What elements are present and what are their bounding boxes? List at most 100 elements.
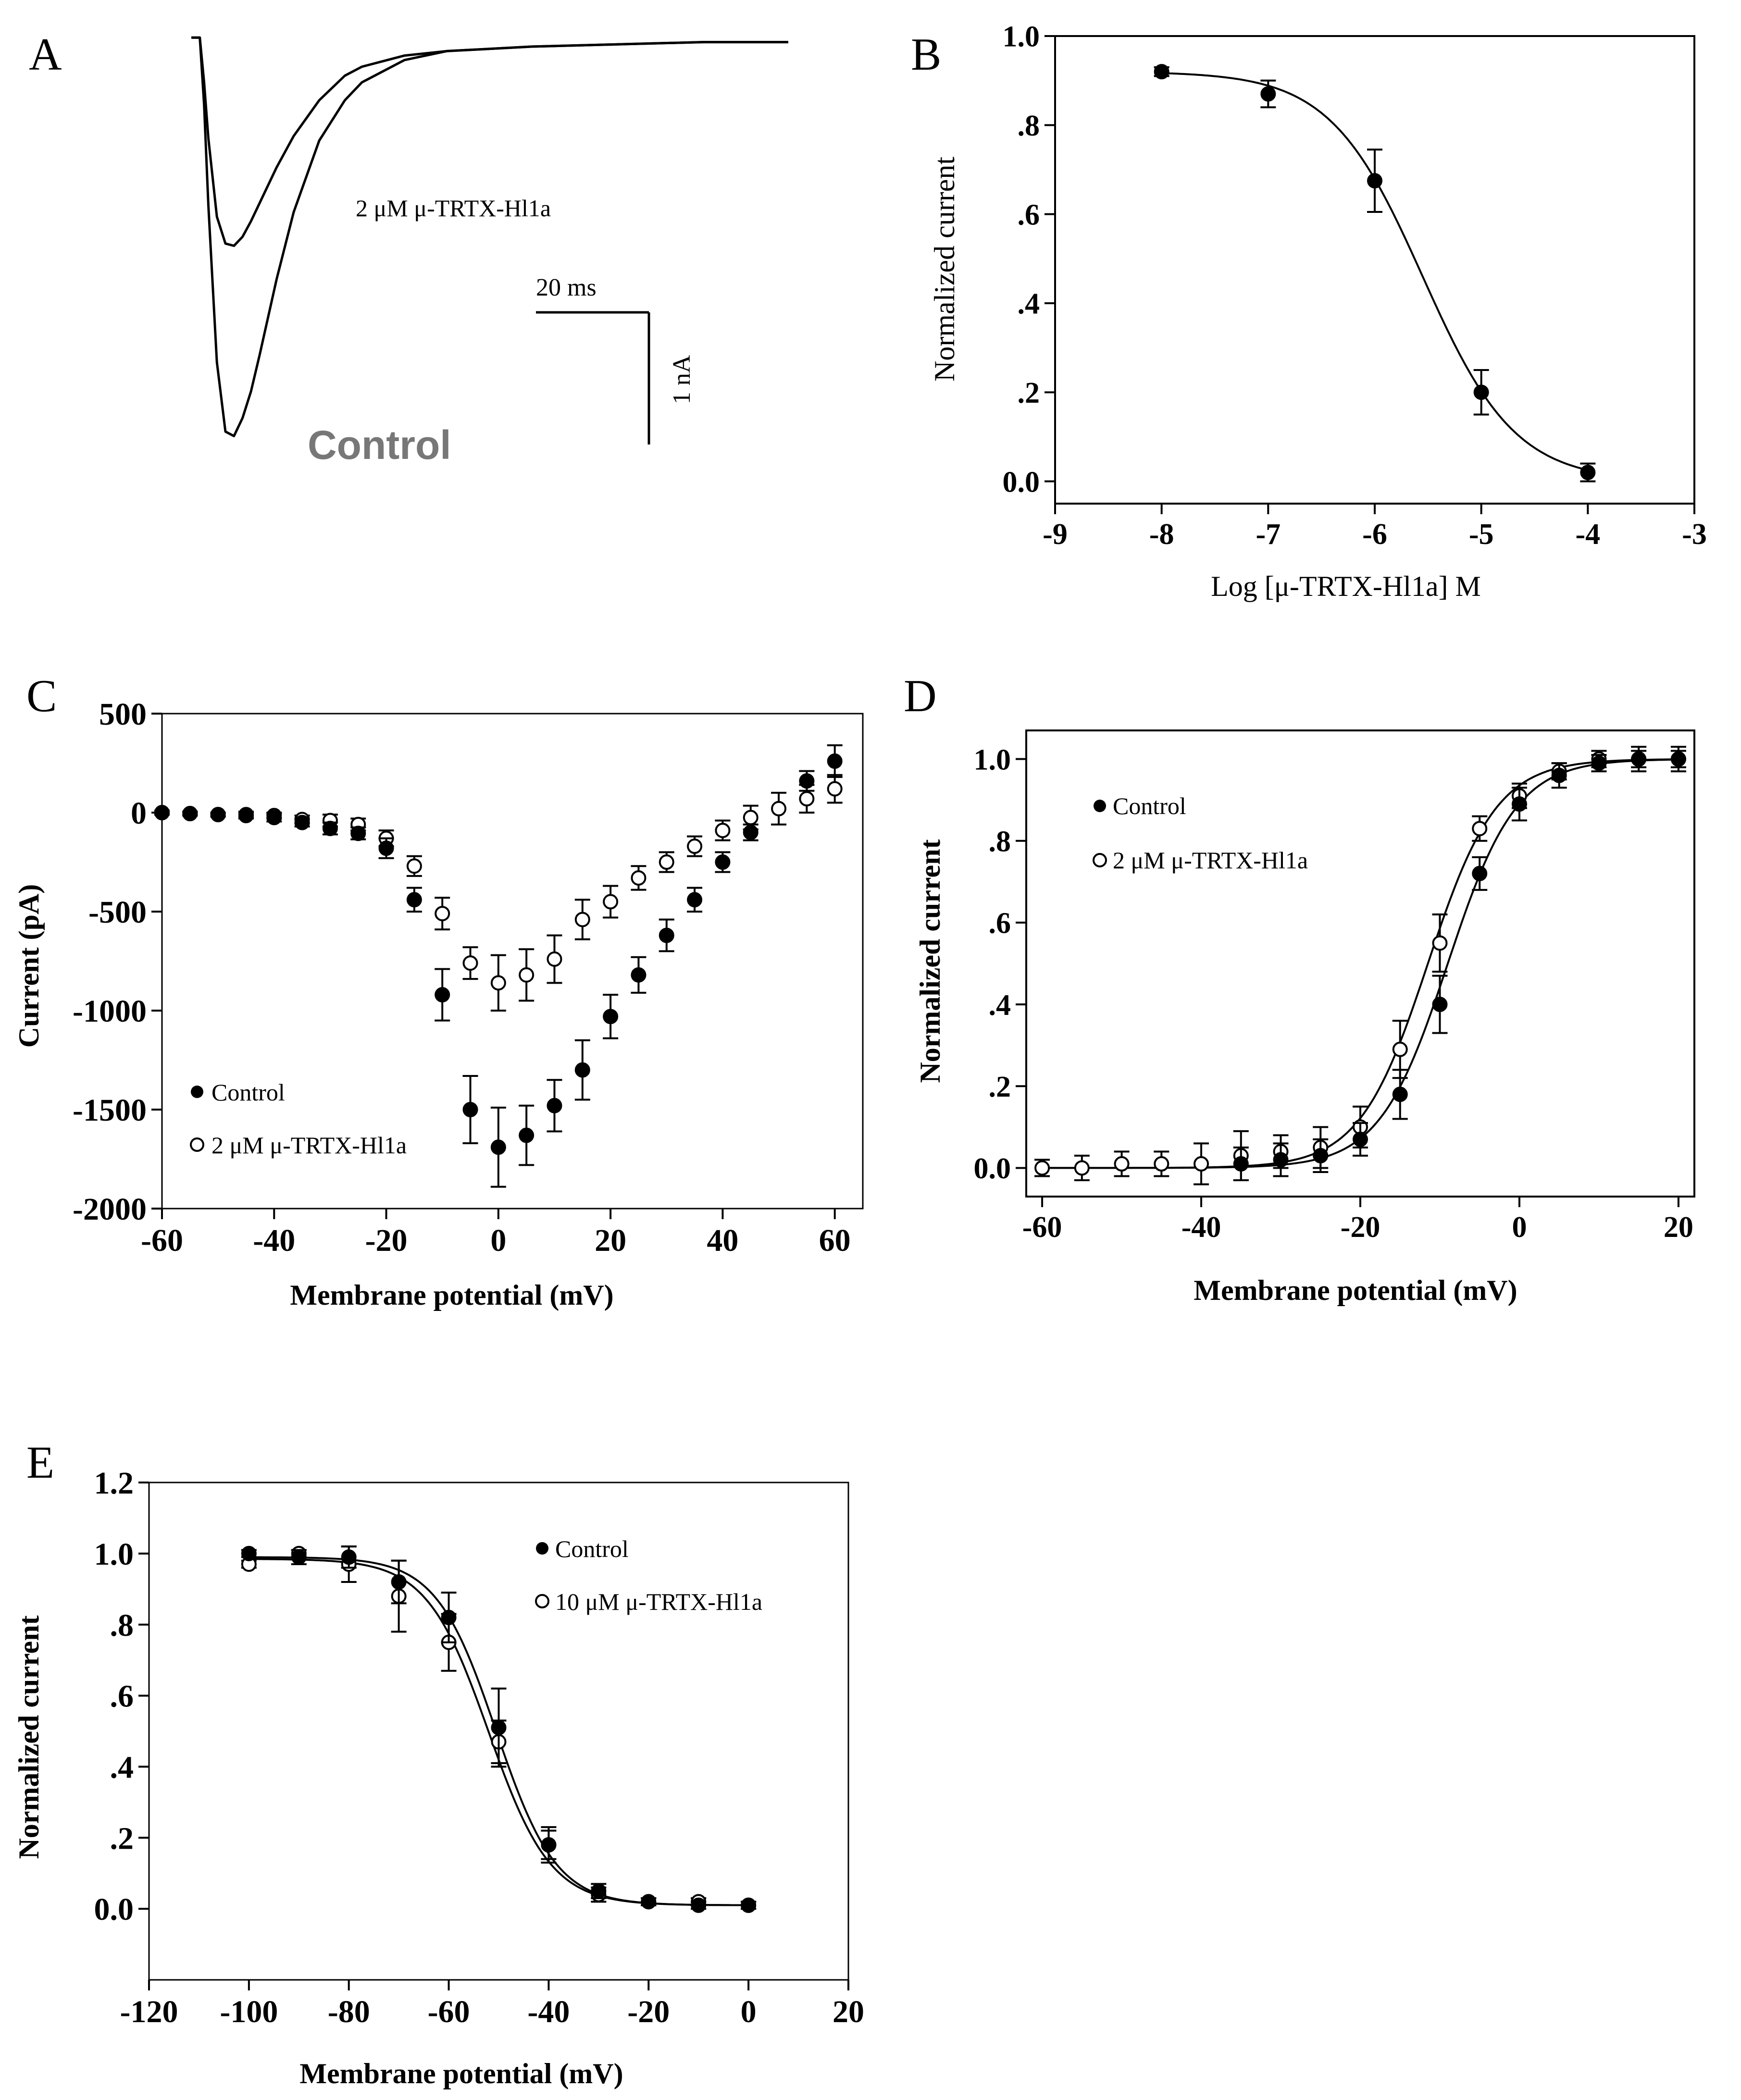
data-point-control — [1472, 865, 1488, 881]
data-point-toxin — [547, 951, 562, 967]
data-point-control — [741, 1897, 757, 1913]
y-tick-label: .2 — [989, 1071, 1011, 1103]
data-point-control — [266, 810, 282, 826]
data-point-toxin — [1194, 1156, 1209, 1172]
data-point-control — [1154, 64, 1169, 80]
chart-d-xlabel: Membrane potential (mV) — [1194, 1274, 1517, 1306]
data-point-control — [591, 1883, 607, 1899]
data-point-control — [641, 1894, 657, 1910]
panel-a-letter: A — [29, 29, 62, 80]
y-tick-label: 0.0 — [94, 1892, 134, 1927]
data-point-control — [1591, 755, 1607, 771]
x-tick-label: -100 — [220, 1994, 278, 2029]
data-point-control — [441, 1609, 457, 1625]
data-point-toxin — [771, 801, 787, 816]
y-tick-label: 1.0 — [974, 743, 1011, 776]
data-point-toxin — [490, 975, 506, 991]
y-tick-label: .2 — [110, 1821, 134, 1856]
x-tick-label: 0 — [741, 1994, 757, 2029]
chart-b-xlabel: Log [μ-TRTX-Hl1a] M — [1211, 570, 1481, 602]
data-point-toxin — [1392, 1041, 1408, 1057]
data-point-control — [603, 1009, 619, 1025]
data-point-toxin — [659, 854, 674, 870]
y-tick-label: .8 — [1018, 110, 1040, 142]
x-tick-label: -6 — [1362, 518, 1387, 551]
legend-control-marker — [536, 1542, 548, 1555]
panel-e-letter: E — [26, 1437, 54, 1488]
x-tick-label: -8 — [1149, 518, 1174, 551]
chart-e-xlabel: Membrane potential (mV) — [299, 2058, 623, 2089]
data-point-control — [519, 1127, 535, 1143]
fit-curve — [1161, 72, 1588, 471]
y-tick-label: 0 — [131, 796, 147, 831]
x-tick-label: 20 — [1664, 1211, 1693, 1244]
x-tick-label: -20 — [365, 1223, 408, 1258]
data-point-toxin — [1074, 1160, 1090, 1176]
data-point-control — [687, 892, 703, 908]
legend-control-marker — [191, 1086, 203, 1098]
x-tick-label: 60 — [819, 1223, 851, 1258]
data-point-control — [491, 1720, 507, 1736]
panel-a-toxin-label: 2 μM μ-TRTX-Hl1a — [356, 195, 551, 222]
x-tick-label: 20 — [595, 1223, 626, 1258]
y-tick-label: .8 — [989, 825, 1011, 858]
chart-e-legend-toxin: 10 μM μ-TRTX-Hl1a — [555, 1588, 762, 1615]
data-point-control — [1260, 86, 1276, 102]
data-point-control — [743, 825, 759, 840]
chart-e: -120 -100 -80 -60 -40 -20 0 20 0.0 .2 .4 .6 .8 1.0 1.2 — [94, 1466, 865, 2029]
plot-frame — [1054, 35, 1695, 505]
data-point-control — [1670, 751, 1686, 767]
data-point-toxin — [406, 858, 422, 874]
data-point-control — [294, 815, 310, 830]
data-point-control — [154, 805, 170, 820]
data-point-control — [341, 1549, 357, 1565]
chart-c-legend-control: Control — [211, 1079, 285, 1106]
data-point-control — [435, 987, 450, 1003]
chart-e-legend: Control 10 μM μ-TRTX-Hl1a — [535, 1535, 762, 1615]
control-trace — [191, 36, 788, 437]
data-point-control — [406, 892, 422, 908]
data-point-control — [1473, 384, 1489, 400]
x-tick-label: 20 — [833, 1994, 864, 2029]
data-point-toxin — [827, 781, 843, 797]
panel-b-letter: B — [911, 29, 941, 80]
data-point-control — [574, 1062, 590, 1078]
x-tick-label: -120 — [120, 1994, 178, 2029]
data-point-control — [378, 840, 394, 856]
x-tick-label: -5 — [1469, 518, 1494, 551]
data-point-control — [350, 826, 366, 841]
data-point-control — [182, 806, 198, 822]
data-point-control — [490, 1139, 506, 1155]
chart-c-xlabel: Membrane potential (mV) — [290, 1279, 613, 1311]
y-tick-label: 1.0 — [94, 1537, 134, 1572]
toxin-trace — [191, 36, 788, 247]
data-point-control — [1511, 796, 1527, 812]
data-point-control — [541, 1837, 557, 1853]
panel-a: A 2 μM μ-TRTX-Hl1a Control 20 ms 1 nA — [29, 29, 788, 468]
data-point-control — [547, 1098, 562, 1113]
y-tick-label: .4 — [1018, 288, 1040, 321]
data-point-control — [1313, 1148, 1329, 1163]
data-point-toxin — [1472, 821, 1488, 837]
data-point-toxin — [1034, 1160, 1050, 1176]
chart-b-ylabel: Normalized current — [929, 157, 960, 382]
y-tick-label: -2000 — [73, 1192, 147, 1227]
y-tick-label: .4 — [110, 1750, 134, 1785]
data-point-toxin — [519, 967, 535, 983]
chart-c-ylabel: Current (pA) — [13, 884, 45, 1048]
x-tick-label: -40 — [253, 1223, 295, 1258]
chart-d-legend-control: Control — [1113, 792, 1186, 819]
panel-e: E -120 -100 -80 -60 -40 -20 0 20 0.0 .2 .4 .6 .8 1.0 1… — [13, 1437, 864, 2089]
y-tick-label: -1000 — [73, 994, 147, 1029]
y-tick-label: 0.0 — [974, 1152, 1011, 1185]
chart-d: -60 -40 -20 0 20 0.0 .2 .4 .6 .8 1.0 — [974, 729, 1695, 1244]
y-tick-label: -500 — [88, 895, 147, 930]
current-scale-label: 1 nA — [668, 355, 696, 404]
x-tick-label: 0 — [1512, 1211, 1527, 1244]
data-point-control — [1233, 1156, 1249, 1172]
data-point-toxin — [462, 955, 478, 971]
x-tick-label: -20 — [627, 1994, 670, 2029]
data-point-toxin — [799, 791, 815, 807]
data-point-control — [631, 967, 647, 983]
